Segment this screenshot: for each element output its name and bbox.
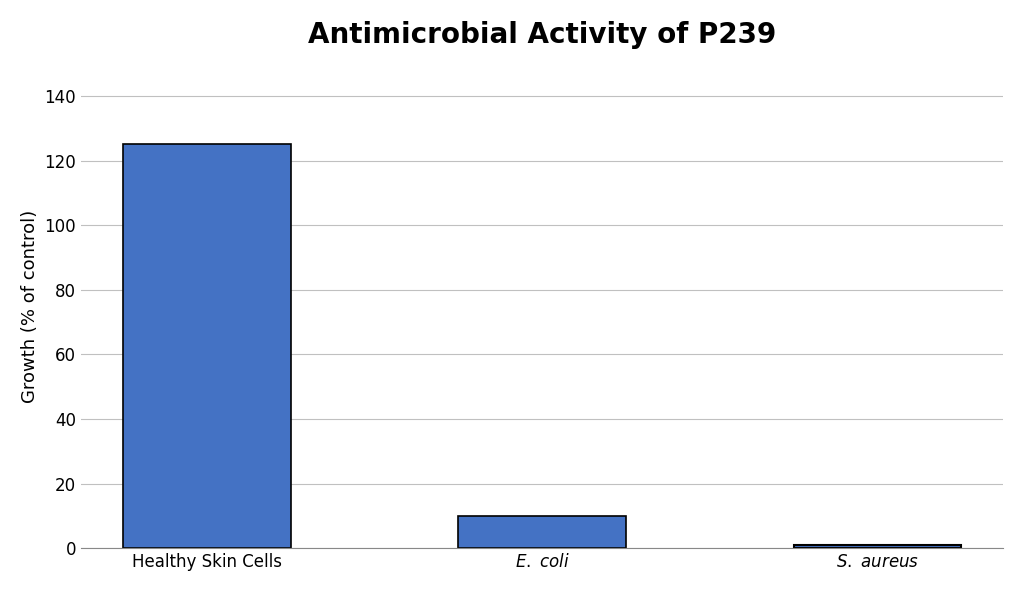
Y-axis label: Growth (% of control): Growth (% of control) [20,210,39,403]
Title: Antimicrobial Activity of P239: Antimicrobial Activity of P239 [308,21,776,49]
Bar [123,144,291,548]
Bar [794,545,962,548]
Bar [459,516,626,548]
